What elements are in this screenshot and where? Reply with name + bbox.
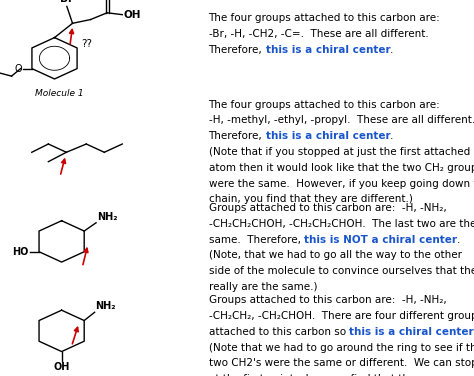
Text: NH₂: NH₂ [96,301,116,311]
Text: -H, -methyl, -ethyl, -propyl.  These are all different.: -H, -methyl, -ethyl, -propyl. These are … [209,115,474,126]
Text: OH: OH [54,362,70,372]
Text: (Note that we had to go around the ring to see if the: (Note that we had to go around the ring … [209,343,474,353]
Text: side of the molecule to convince ourselves that they: side of the molecule to convince ourselv… [209,266,474,276]
Text: attached to this carbon so: attached to this carbon so [209,327,349,337]
Text: this is NOT a chiral center: this is NOT a chiral center [304,235,457,245]
Text: Therefore,: Therefore, [209,45,265,55]
Text: .: . [457,235,460,245]
Text: -Br, -H, -CH2, -C=.  These are all different.: -Br, -H, -CH2, -C=. These are all differ… [209,29,428,39]
Text: ??: ?? [81,39,92,49]
Text: this is a chiral center: this is a chiral center [349,327,474,337]
Text: -CH₂CH₂, -CH₂CHOH.  There are four different groups: -CH₂CH₂, -CH₂CHOH. There are four differ… [209,311,474,321]
Text: The four groups attached to this carbon are:: The four groups attached to this carbon … [209,100,440,110]
Text: The four groups attached to this carbon are:: The four groups attached to this carbon … [209,13,440,23]
Text: two CH2's were the same or different.  We can stop: two CH2's were the same or different. We… [209,358,474,368]
Text: Br: Br [60,0,73,4]
Text: O: O [14,64,22,74]
Text: Groups attached to this carbon are:  -H, -NH₂,: Groups attached to this carbon are: -H, … [209,203,447,213]
Text: (Note, that we had to go all the way to the other: (Note, that we had to go all the way to … [209,250,462,261]
Text: .: . [390,131,393,141]
Text: OH: OH [123,10,141,20]
Text: really are the same.): really are the same.) [209,282,317,292]
Text: Therefore,: Therefore, [209,131,265,141]
Text: Groups attached to this carbon are:  -H, -NH₂,: Groups attached to this carbon are: -H, … [209,295,447,305]
Text: chain, you find that they are different.): chain, you find that they are different.… [209,194,412,205]
Text: at the first point where we find that they are: at the first point where we find that th… [209,374,441,376]
Text: .: . [390,45,393,55]
Text: this is a chiral center: this is a chiral center [265,131,390,141]
Text: NH₂: NH₂ [97,212,118,221]
Text: atom then it would look like that the two CH₂ groups: atom then it would look like that the tw… [209,163,474,173]
Text: were the same.  However, if you keep going down the: were the same. However, if you keep goin… [209,179,474,189]
Text: Molecule 1: Molecule 1 [35,89,83,98]
Text: this is a chiral center: this is a chiral center [265,45,390,55]
Text: HO: HO [12,247,28,257]
Text: same.  Therefore,: same. Therefore, [209,235,304,245]
Text: -CH₂CH₂CHOH, -CH₂CH₂CHOH.  The last two are the: -CH₂CH₂CHOH, -CH₂CH₂CHOH. The last two a… [209,219,474,229]
Text: (Note that if you stopped at just the first attached: (Note that if you stopped at just the fi… [209,147,470,157]
